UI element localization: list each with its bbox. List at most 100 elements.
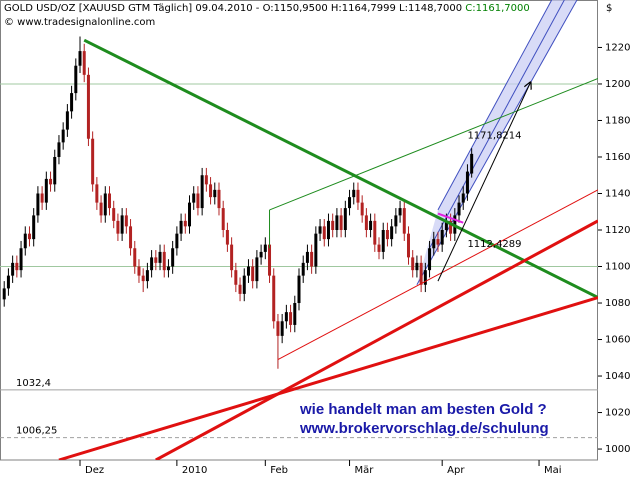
candle-body [53,156,57,185]
candle-body [15,262,19,271]
candle-body [373,220,377,245]
candle-body [305,251,309,263]
candle-body [263,244,267,252]
candle-body [11,262,15,276]
trendline [58,296,598,460]
candle-body [40,193,44,203]
candle-body [238,284,242,294]
candle-body [188,202,192,227]
candle-body [129,226,133,249]
candle-body [457,202,461,216]
candle-body [217,189,221,209]
candle-body [272,275,276,322]
y-tick-label: 1060 [605,335,630,346]
candle-body [57,142,61,157]
header-text: GOLD USD/OZ [XAUUSD GTM Täglich] 09.04.2… [4,3,462,14]
candle-body [200,175,204,209]
candle-body [91,138,95,185]
candle-body [348,197,352,209]
candle-body [175,233,179,249]
candle-body [36,193,40,216]
candle-body [251,266,255,282]
y-tick-label: 1020 [605,408,630,419]
candle-body [377,244,381,252]
candle-body [406,233,410,258]
candle-body [440,230,444,245]
candle-body [166,266,170,271]
candle-body [449,220,453,234]
candle-body [381,230,385,252]
candle-body [183,220,187,227]
candle-body [61,129,65,143]
candle-body [436,239,440,245]
y-tick-label: 1080 [605,298,630,309]
annotation: 1112,4289 [467,239,521,250]
candle-body [23,233,27,249]
candle-body [297,275,301,304]
candle-body [246,266,250,276]
candle-body [137,266,141,276]
candle-body [419,262,423,285]
plot-frame [0,0,598,461]
x-tick-label: Feb [270,465,288,476]
header-close: C:1161,7000 [465,3,529,14]
x-tick-label: Dez [85,465,104,476]
candle-body [150,257,154,271]
candle-body [461,193,465,203]
candle-body [234,270,238,285]
y-tick-label: 1160 [605,152,630,163]
candle-body [301,262,305,276]
candle-body [179,220,183,234]
candle-body [310,251,314,267]
trendline [277,189,598,361]
candle-body [171,248,175,267]
header: GOLD USD/OZ [XAUUSD GTM Täglich] 09.04.2… [4,3,530,14]
candle-body [331,220,335,230]
y-tick-label: 1120 [605,225,630,236]
candle-body [322,226,326,240]
candle-body [339,215,343,230]
currency: $ [606,3,612,14]
candle-body [162,251,166,271]
y-tick-label: 1040 [605,371,630,382]
candle-body [6,275,10,289]
candle-body [86,74,90,139]
y-tick-label: 1100 [605,262,630,273]
candle-body [415,262,419,271]
y-tick-label: 1140 [605,188,630,199]
y-tick-label: 1200 [605,79,630,90]
candle-body [145,270,149,282]
candle-body [204,175,208,185]
candle-body [289,312,293,325]
candle-body [133,248,137,267]
level-label: 1032,4 [16,378,51,389]
candle-body [221,208,225,230]
trendline [269,78,598,211]
candle-body [213,189,217,198]
candle-body [470,153,474,174]
candle-body [318,226,322,234]
candle-body [255,257,259,282]
annotation: 1171,8214 [467,130,521,141]
x-tick-label: Mär [355,465,375,476]
candle-body [428,248,432,271]
candle-body [141,275,145,282]
x-tick-label: Apr [447,465,465,476]
candle-body [276,321,280,336]
candle-body [225,230,229,245]
candle-body [107,193,111,209]
trendline [155,219,598,460]
candle-body [284,312,288,322]
candle-body [209,184,213,198]
plot-area [0,0,598,460]
channel-line [429,0,565,249]
labels: GOLD USD/OZ [XAUUSD GTM Täglich] 09.04.2… [4,3,612,437]
candle-body [120,215,124,234]
y-tick-label: 1180 [605,115,630,126]
candle-body [411,257,415,271]
candle-body [352,189,356,198]
note: wie handelt man am besten Gold ? [299,401,547,418]
candle-body [259,251,263,258]
candle-body [95,184,99,203]
